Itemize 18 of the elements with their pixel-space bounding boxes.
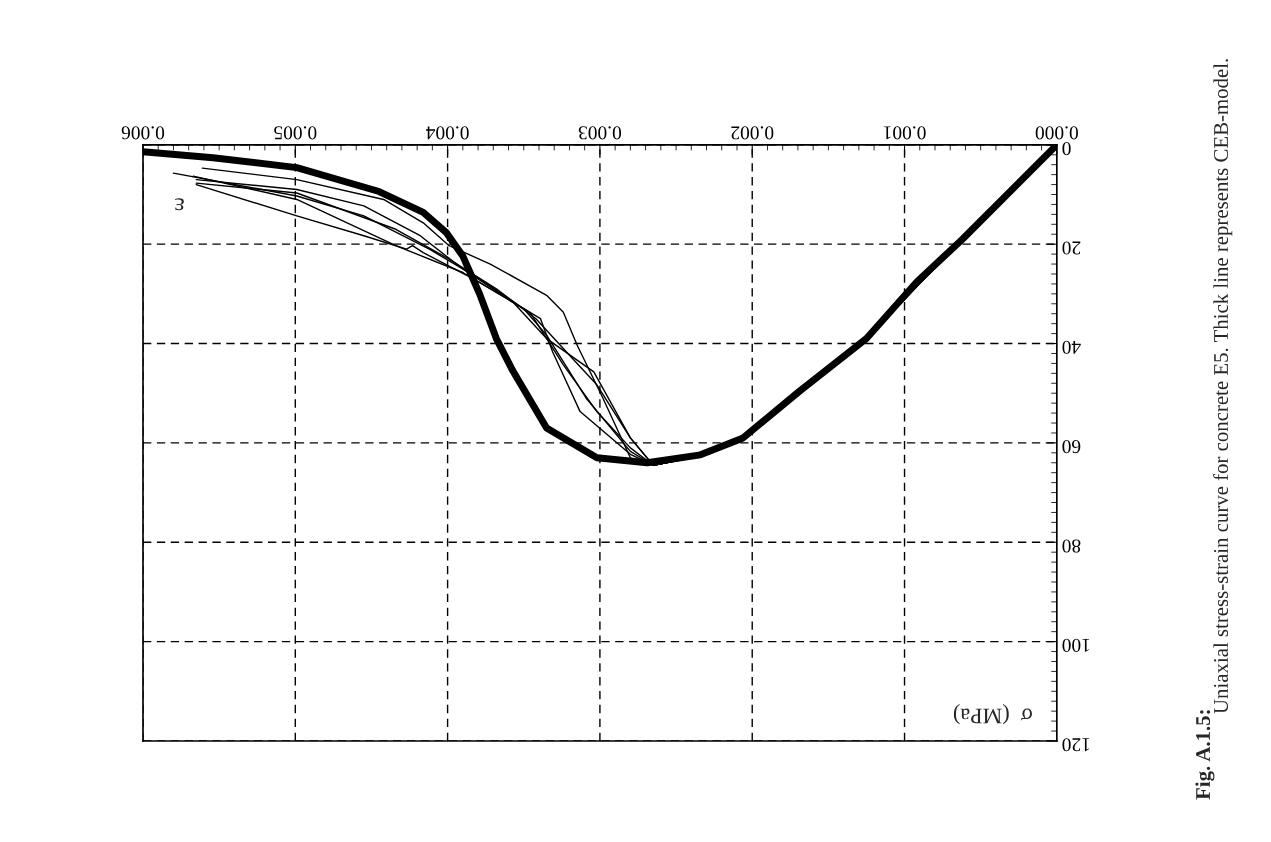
y-tick-label: 100 — [1062, 638, 1090, 652]
y-tick-label: 120 — [1062, 738, 1090, 752]
y-tick-label: 0 — [1062, 142, 1071, 156]
x-tick-label: 0.004 — [426, 126, 469, 140]
x-tick-label: 0.005 — [274, 126, 317, 140]
y-axis-title: σ (MPa) — [953, 704, 1032, 725]
text: Uniaxial stress-strain curve for concrete E5. Thick line represents CEB-model. — [1213, 59, 1233, 714]
y-tick-label: 80 — [1062, 539, 1081, 553]
y-tick-label: 60 — [1062, 440, 1081, 454]
x-tick-label: 0.001 — [883, 126, 926, 140]
text: Fig. A.1.5: — [1195, 710, 1215, 800]
x-tick-label: 0.002 — [731, 126, 774, 140]
y-tick-label: 20 — [1062, 241, 1081, 255]
y-tick-label: 40 — [1062, 340, 1081, 354]
x-tick-label: 0.006 — [121, 126, 165, 140]
x-axis-title: ε — [175, 198, 184, 211]
x-tick-label: 0.000 — [1035, 126, 1078, 140]
x-tick-label: 0.003 — [578, 126, 622, 140]
